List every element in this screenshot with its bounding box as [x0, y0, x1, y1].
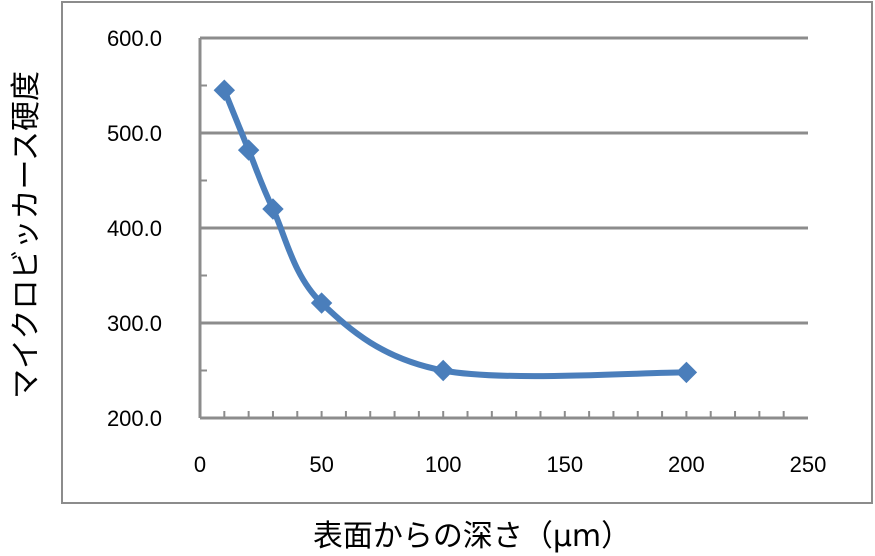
series-group: [213, 79, 698, 384]
x-tick-label: 150: [546, 452, 583, 477]
x-tick-label: 0: [194, 452, 206, 477]
data-point-marker: [237, 139, 260, 161]
y-axis-title: マイクロビッカース硬度: [9, 71, 44, 399]
x-tick-label: 200: [668, 452, 705, 477]
x-tick-label: 50: [309, 452, 333, 477]
grid-lines: [200, 36, 808, 325]
x-tick-labels: 0 50 100 150 200 250: [194, 452, 826, 477]
data-point-marker: [432, 359, 454, 382]
y-tick-label: 300.0: [107, 311, 162, 336]
x-tick-label: 100: [425, 452, 462, 477]
y-tick-label: 500.0: [107, 121, 162, 146]
axes: [198, 38, 808, 420]
x-axis-title: 表面からの深さ（μm）: [313, 519, 631, 554]
y-tick-label: 600.0: [107, 26, 162, 51]
y-tick-label: 400.0: [107, 216, 162, 241]
y-tick-label: 200.0: [107, 406, 162, 431]
chart-frame: [61, 1, 873, 504]
data-point-marker: [310, 292, 333, 314]
data-point-marker: [213, 79, 236, 101]
y-tick-labels: 200.0 300.0 400.0 500.0 600.0: [107, 26, 162, 431]
data-point-marker: [675, 361, 698, 384]
x-tick-label: 250: [790, 452, 827, 477]
data-point-marker: [262, 198, 284, 220]
